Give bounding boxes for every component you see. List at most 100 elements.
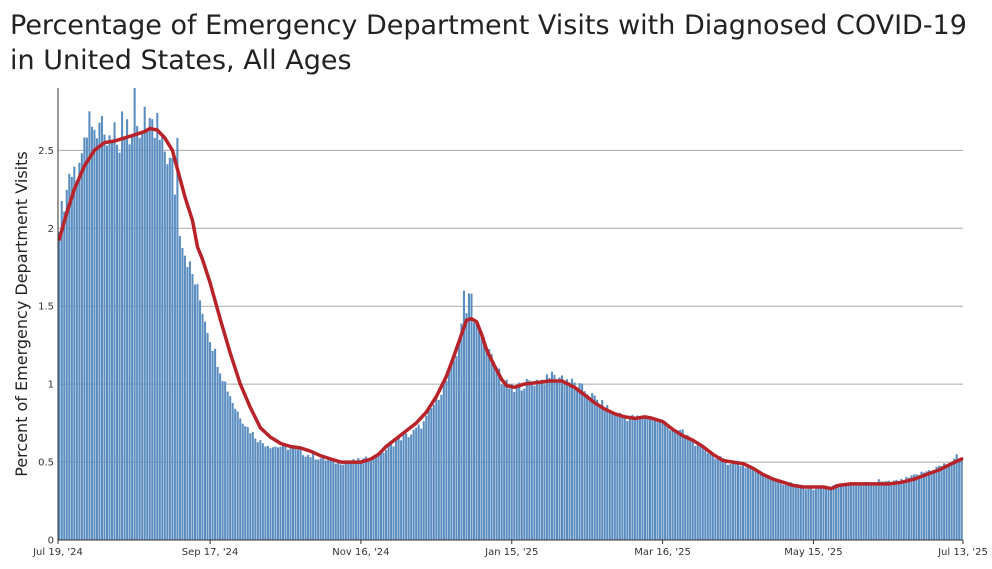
bar xyxy=(297,449,300,540)
bar xyxy=(342,464,345,540)
bar xyxy=(460,323,463,540)
bar xyxy=(241,423,244,540)
bar xyxy=(407,437,410,540)
bar xyxy=(322,456,325,540)
bar xyxy=(636,415,639,540)
average-line-series xyxy=(57,126,964,491)
bar xyxy=(176,137,179,540)
bar xyxy=(852,485,855,540)
bar xyxy=(229,396,232,540)
bar xyxy=(166,164,169,540)
bar xyxy=(714,458,717,540)
bar xyxy=(797,486,800,540)
bar xyxy=(480,334,483,540)
bar xyxy=(653,419,657,540)
bar xyxy=(93,129,96,540)
bar xyxy=(525,379,528,540)
bar xyxy=(933,469,936,540)
bar xyxy=(400,440,403,540)
bar xyxy=(483,337,486,540)
x-tick-label: Sep 17, '24 xyxy=(182,547,239,558)
bar xyxy=(890,482,893,540)
bar xyxy=(354,461,357,540)
bar xyxy=(372,456,375,540)
bar xyxy=(912,474,915,540)
bar xyxy=(116,144,119,541)
bar xyxy=(706,453,709,540)
bar xyxy=(314,459,317,540)
bar xyxy=(143,106,146,541)
bar xyxy=(523,388,526,540)
bar xyxy=(583,391,586,540)
bar xyxy=(196,284,199,540)
bar xyxy=(121,111,124,541)
bar xyxy=(807,488,810,540)
bar xyxy=(332,458,335,540)
x-tick-label: Jul 19, '24 xyxy=(32,547,83,558)
bar xyxy=(691,439,694,540)
bar xyxy=(543,384,546,540)
bar xyxy=(78,162,81,540)
bar xyxy=(95,138,98,540)
bar xyxy=(862,482,865,540)
bar xyxy=(568,382,571,540)
bar xyxy=(784,485,787,540)
bar xyxy=(264,446,267,540)
bar xyxy=(694,445,697,540)
bar xyxy=(191,274,194,540)
bar xyxy=(689,440,692,540)
bar xyxy=(940,466,943,540)
bar xyxy=(83,137,86,540)
bar xyxy=(555,381,559,540)
bar xyxy=(420,428,423,540)
x-tick-label: Jul 13, '25 xyxy=(937,547,988,558)
bar xyxy=(349,461,352,540)
bar xyxy=(724,462,727,540)
bar xyxy=(757,472,760,540)
bar xyxy=(782,484,785,540)
x-tick-label: Nov 16, '24 xyxy=(332,547,389,558)
bar xyxy=(68,173,71,541)
bar xyxy=(173,194,176,541)
bar xyxy=(382,452,385,540)
bar xyxy=(465,313,468,540)
bar xyxy=(752,469,755,540)
bar xyxy=(601,400,604,540)
bar xyxy=(900,478,903,540)
bar xyxy=(500,384,503,540)
bar xyxy=(387,445,390,540)
bar xyxy=(266,446,269,540)
bar xyxy=(412,429,415,540)
average-line xyxy=(57,126,964,491)
bar xyxy=(860,482,863,540)
bar xyxy=(425,415,428,540)
bar xyxy=(256,442,259,540)
bar xyxy=(279,446,282,540)
bar xyxy=(410,434,413,540)
y-tick-label: 1.5 xyxy=(38,302,54,313)
bar xyxy=(857,482,860,540)
bar xyxy=(772,480,775,540)
bar xyxy=(100,116,103,540)
bar xyxy=(317,459,320,540)
bar xyxy=(178,236,181,540)
bar xyxy=(558,377,561,540)
bar xyxy=(153,137,156,540)
bar xyxy=(676,430,679,540)
bar xyxy=(779,483,782,540)
bar xyxy=(897,481,900,540)
bar xyxy=(455,356,458,540)
bar xyxy=(204,321,207,540)
bar xyxy=(281,443,284,540)
bar xyxy=(105,145,109,540)
bar xyxy=(390,443,393,540)
bar xyxy=(151,119,154,540)
bar xyxy=(193,284,197,540)
bar xyxy=(156,112,159,540)
bar xyxy=(611,411,614,540)
bar xyxy=(819,487,822,540)
bar xyxy=(304,456,307,540)
bar xyxy=(294,448,297,540)
bar xyxy=(850,482,853,540)
bar xyxy=(721,458,724,540)
